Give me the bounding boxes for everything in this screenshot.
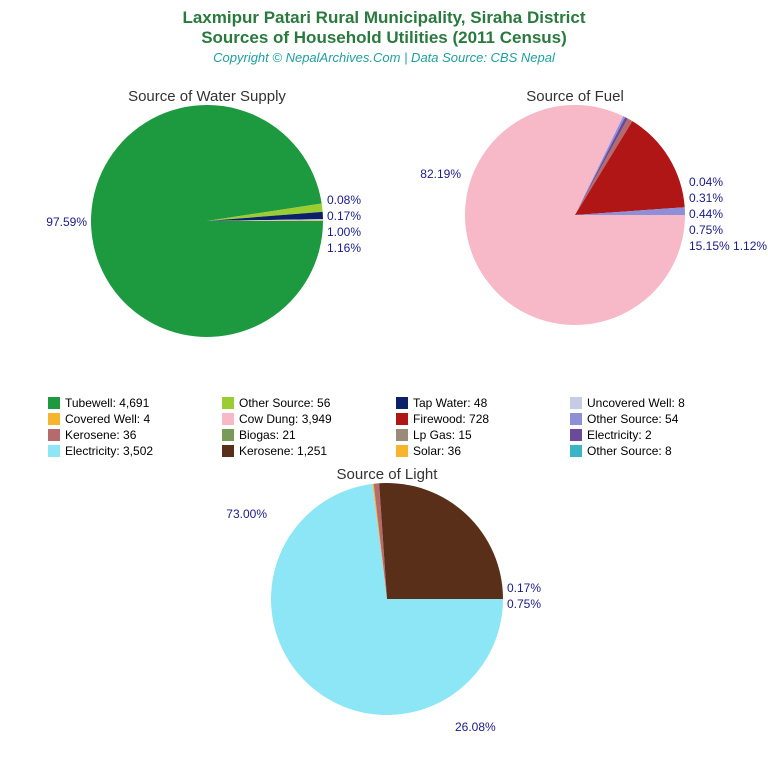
legend-item: Electricity: 2 [570,428,740,442]
legend-label: Kerosene: 36 [65,428,136,442]
title-line-2: Sources of Household Utilities (2011 Cen… [0,28,768,48]
legend-label: Cow Dung: 3,949 [239,412,332,426]
legend-swatch [396,429,408,441]
title-line-1: Laxmipur Patari Rural Municipality, Sira… [0,8,768,28]
legend-swatch [222,429,234,441]
legend-label: Other Source: 54 [587,412,678,426]
legend-swatch [48,429,60,441]
legend-label: Lp Gas: 15 [413,428,472,442]
pct-label: 0.17% [327,209,361,223]
legend-swatch [570,397,582,409]
legend-label: Firewood: 728 [413,412,489,426]
pct-label: 0.75% [689,223,723,237]
legend-item: Other Source: 54 [570,412,740,426]
legend-item: Firewood: 728 [396,412,566,426]
pct-label: 0.75% [507,597,541,611]
legend-label: Covered Well: 4 [65,412,150,426]
legend: Tubewell: 4,691 Other Source: 56 Tap Water… [48,396,740,458]
pct-label: 0.44% [689,207,723,221]
pct-label: 26.08% [455,720,496,734]
legend-item: Other Source: 8 [570,444,740,458]
legend-item: Lp Gas: 15 [396,428,566,442]
pie [465,105,685,325]
legend-label: Other Source: 8 [587,444,672,458]
legend-item: Kerosene: 1,251 [222,444,392,458]
chart-water-supply: Source of Water Supply 97.59% 0.08% 0.17% 1… [42,88,372,337]
chart-title-fuel: Source of Fuel [410,88,740,105]
chart-light: Source of Light 73.00%0.17%0.75%26.08% [222,466,552,715]
pct-label: 15.15% 1.12% [689,239,767,253]
pct-label: 82.19% [420,167,461,181]
pct-label: 1.16% [327,241,361,255]
legend-item: Electricity: 3,502 [48,444,218,458]
legend-swatch [396,413,408,425]
legend-swatch [396,397,408,409]
pct-label: 0.31% [689,191,723,205]
legend-label: Uncovered Well: 8 [587,396,685,410]
legend-label: Other Source: 56 [239,396,330,410]
pct-label: 97.59% [46,215,87,229]
legend-swatch [396,445,408,457]
legend-swatch [570,445,582,457]
legend-swatch [222,397,234,409]
legend-swatch [48,413,60,425]
legend-swatch [570,429,582,441]
legend-swatch [222,413,234,425]
pct-label: 0.04% [689,175,723,189]
legend-swatch [222,445,234,457]
chart-fuel: Source of Fuel 82.19% 0.04% 0.31% 0.44% 0.75… [410,88,740,325]
legend-item: Cow Dung: 3,949 [222,412,392,426]
legend-label: Electricity: 2 [587,428,652,442]
pie-slice [379,483,503,599]
legend-item: Tubewell: 4,691 [48,396,218,410]
legend-label: Kerosene: 1,251 [239,444,327,458]
legend-swatch [48,445,60,457]
chart-title-light: Source of Light [222,466,552,483]
legend-label: Tubewell: 4,691 [65,396,149,410]
legend-swatch [48,397,60,409]
legend-label: Electricity: 3,502 [65,444,153,458]
legend-item: Uncovered Well: 8 [570,396,740,410]
legend-item: Kerosene: 36 [48,428,218,442]
legend-item: Solar: 36 [396,444,566,458]
legend-item: Biogas: 21 [222,428,392,442]
legend-label: Solar: 36 [413,444,461,458]
pct-label: 0.17% [507,581,541,595]
chart-title-water: Source of Water Supply [42,88,372,105]
legend-label: Biogas: 21 [239,428,296,442]
pct-label: 73.00% [226,507,267,521]
pie [271,483,503,715]
legend-label: Tap Water: 48 [413,396,487,410]
pct-label: 1.00% [327,225,361,239]
legend-swatch [570,413,582,425]
pie [91,105,323,337]
copyright-line: Copyright © NepalArchives.Com | Data Sou… [0,50,768,65]
pct-label: 0.08% [327,193,361,207]
legend-item: Covered Well: 4 [48,412,218,426]
header: Laxmipur Patari Rural Municipality, Sira… [0,0,768,65]
legend-item: Tap Water: 48 [396,396,566,410]
legend-item: Other Source: 56 [222,396,392,410]
